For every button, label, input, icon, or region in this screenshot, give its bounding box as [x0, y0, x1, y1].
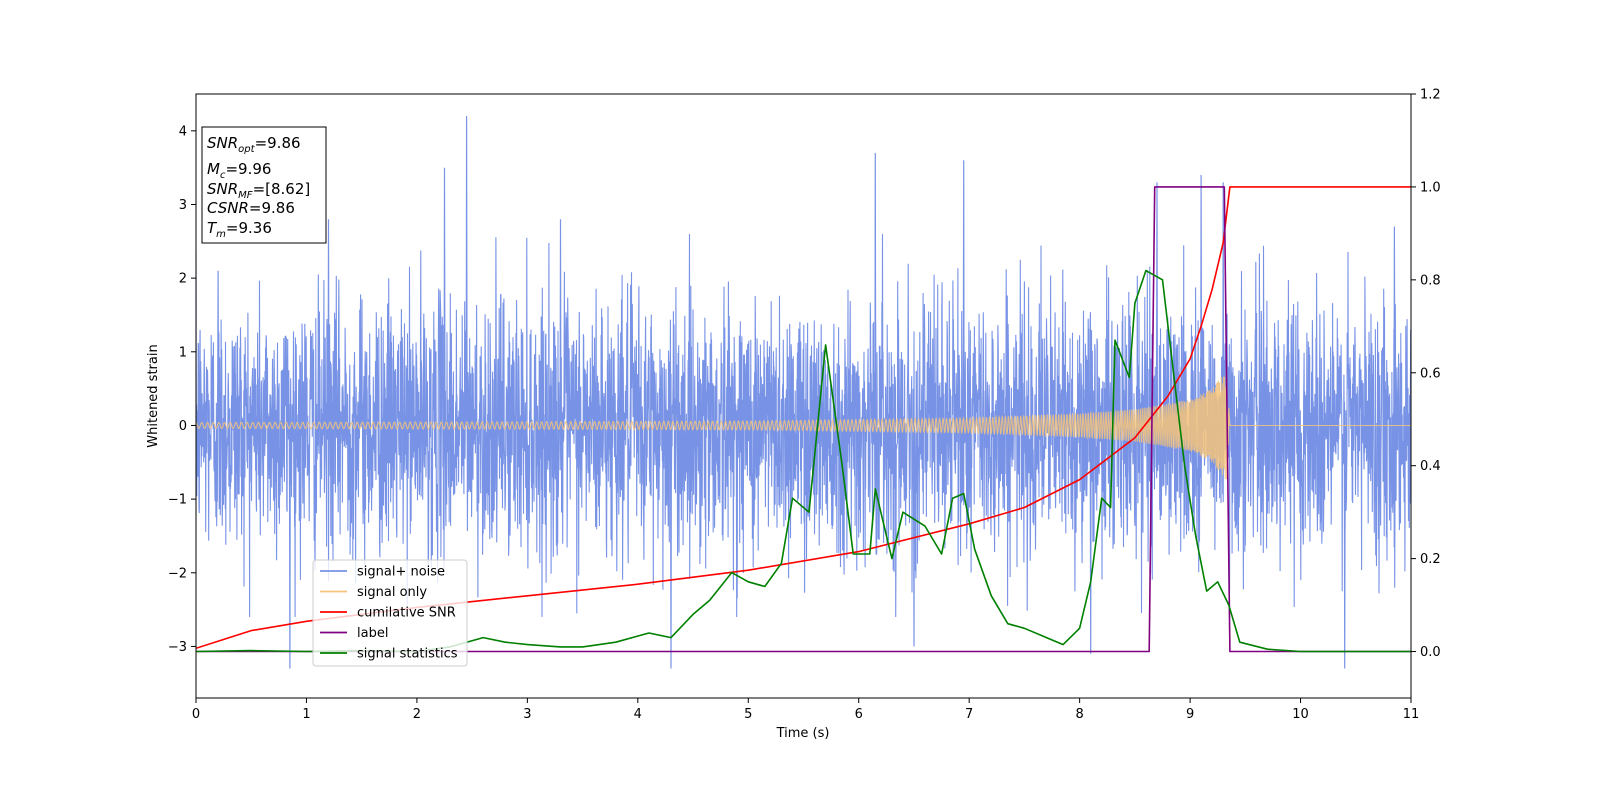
y-tick-label-right: 1.2: [1420, 88, 1441, 103]
y-axis-right: 0.0 0.2 0.4 0.6 0.8 1.0 1.2: [1411, 88, 1441, 660]
legend-label: label: [357, 626, 388, 641]
y-tick-label-left: 1: [179, 345, 187, 360]
x-tick-label: 10: [1292, 707, 1309, 722]
info-box: SNRopt=9.86 Mc=9.96 SNRMF=[8.62] CSNR=9.…: [201, 126, 327, 244]
noise-peak: [912, 425, 915, 647]
noise-peak: [1200, 174, 1203, 426]
info-mc: Mc=9.96: [207, 160, 271, 181]
y-tick-label-right: 0.4: [1420, 459, 1441, 474]
y-tick-label-right: 0.8: [1420, 273, 1441, 288]
x-tick-label: 0: [192, 707, 200, 722]
noise-peak: [1393, 226, 1396, 426]
y-axis-left: −3 −2 −1 0 1 2 3 4: [168, 124, 196, 655]
info-tm: Tm=9.36: [207, 219, 272, 240]
noise-peak: [327, 219, 330, 426]
x-tick-label: 2: [413, 707, 421, 722]
noise-peak: [874, 152, 877, 426]
y-axis-label: Whitened strain: [146, 344, 161, 447]
y-tick-label-right: 1.0: [1420, 180, 1441, 195]
legend: signal+ noise signal only cumilative SNR la…: [312, 559, 468, 667]
x-axis-label: Time (s): [776, 726, 830, 741]
y-tick-label-left: −1: [168, 493, 187, 508]
x-axis: 0 1 2 3 4 5 6 7 8 9 10 11: [192, 698, 1419, 722]
y-tick-label-left: −2: [168, 566, 187, 581]
series-signal-only: [196, 373, 1411, 480]
noise-peak: [1089, 425, 1092, 654]
y-tick-label-right: 0.0: [1420, 645, 1441, 660]
noise-peak: [1155, 182, 1158, 426]
x-tick-label: 6: [855, 707, 863, 722]
noise-peak: [465, 116, 468, 426]
info-snr-mf: SNRMF=[8.62]: [207, 180, 310, 201]
info-snr-opt: SNRopt=9.86: [207, 134, 301, 155]
y-tick-label-left: 4: [179, 124, 187, 139]
noise-peak: [1222, 182, 1225, 426]
y-tick-label-left: 3: [179, 198, 187, 213]
legend-label: signal only: [357, 585, 427, 600]
info-csnr: CSNR=9.86: [207, 199, 295, 217]
noise-peak: [669, 425, 672, 669]
noise-peak: [443, 167, 446, 426]
y-tick-label-right: 0.2: [1420, 552, 1441, 567]
noise-peak: [962, 160, 965, 426]
x-tick-label: 8: [1075, 707, 1083, 722]
y-tick-label-right: 0.6: [1420, 366, 1441, 381]
noise-peak: [288, 425, 291, 669]
noise-peak: [1343, 425, 1346, 669]
legend-label: cumilative SNR: [357, 606, 456, 621]
y-tick-label-left: −3: [168, 640, 187, 655]
y-tick-label-left: 2: [179, 272, 187, 287]
series-signal-statistics: [196, 269, 1411, 653]
x-tick-label: 3: [523, 707, 531, 722]
legend-label: signal statistics: [357, 647, 458, 662]
x-tick-label: 11: [1403, 707, 1420, 722]
y-tick-label-left: 0: [179, 419, 187, 434]
x-tick-label: 7: [965, 707, 973, 722]
series-label: [196, 186, 1411, 653]
noise-peak: [217, 270, 220, 426]
x-tick-label: 1: [302, 707, 310, 722]
info-box-frame: [201, 126, 327, 244]
x-tick-label: 4: [634, 707, 642, 722]
x-tick-label: 9: [1186, 707, 1194, 722]
x-tick-label: 5: [744, 707, 752, 722]
plot-frame: [195, 93, 1412, 699]
legend-frame: [312, 559, 468, 667]
noise-peak: [559, 219, 562, 426]
legend-label: signal+ noise: [357, 565, 445, 580]
